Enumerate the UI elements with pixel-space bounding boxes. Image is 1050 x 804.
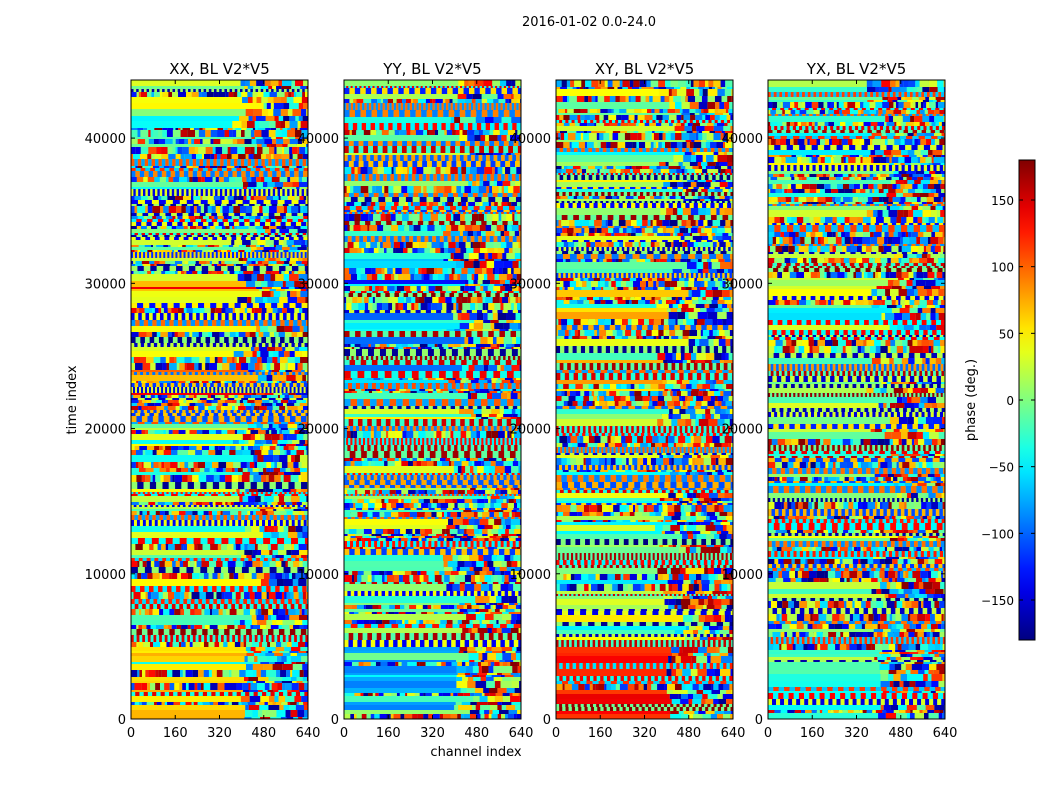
y-tick-label: 30000 — [298, 277, 339, 292]
panel-title: YX, BL V2*V5 — [806, 60, 907, 78]
x-tick-label: 640 — [721, 726, 746, 741]
x-tick-label: 320 — [420, 726, 445, 741]
figure-title: 2016-01-02 0.0-24.0 — [522, 15, 656, 30]
y-tick-label: 10000 — [298, 568, 339, 583]
x-tick-label: 0 — [340, 726, 348, 741]
x-tick-label: 0 — [552, 726, 560, 741]
y-tick-label: 30000 — [722, 277, 763, 292]
y-tick-label: 20000 — [510, 423, 551, 438]
x-tick-label: 480 — [676, 726, 701, 741]
panel-xy: XY, BL V2*V5 0 160 320 480 640 0 10000 20000 3000… — [510, 60, 746, 741]
colorbar-tick-label: 150 — [991, 194, 1014, 208]
x-tick-label: 480 — [251, 726, 276, 741]
colorbar-tick-label: −150 — [981, 594, 1014, 608]
x-tick-label: 0 — [127, 726, 135, 741]
y-tick-label: 40000 — [298, 132, 339, 147]
x-tick-label: 480 — [464, 726, 489, 741]
x-tick-label: 160 — [588, 726, 613, 741]
x-tick-label: 160 — [163, 726, 188, 741]
colorbar: −150 −100 −50 0 50 100 150 phase (deg.) — [964, 160, 1035, 640]
y-axis-label: time index — [65, 365, 80, 434]
x-tick-label: 160 — [800, 726, 825, 741]
y-tick-label: 10000 — [510, 568, 551, 583]
x-axis-label: channel index — [430, 745, 521, 760]
phase-image — [768, 80, 955, 720]
y-tick-label: 20000 — [298, 423, 339, 438]
x-tick-label: 320 — [844, 726, 869, 741]
phase-image — [556, 80, 742, 719]
x-tick-label: 640 — [296, 726, 321, 741]
y-tick-label: 40000 — [722, 132, 763, 147]
panel-title: YY, BL V2*V5 — [382, 60, 481, 78]
panel-yy: YY, BL V2*V5 0 160 320 480 640 0 10000 20000 3000… — [298, 60, 534, 741]
y-tick-label: 0 — [118, 713, 126, 728]
y-tick-label: 20000 — [85, 423, 126, 438]
colorbar-tick-label: 0 — [1006, 394, 1014, 408]
y-tick-label: 40000 — [510, 132, 551, 147]
y-tick-label: 10000 — [85, 568, 126, 583]
phase-image — [344, 80, 529, 720]
panel-xx: XX, BL V2*V5 0 160 320 480 640 0 10000 20000 3000… — [85, 60, 321, 741]
y-tick-label: 0 — [755, 713, 763, 728]
colorbar-label: phase (deg.) — [964, 359, 979, 441]
colorbar-tick-label: 100 — [991, 261, 1014, 275]
panel-yx: YX, BL V2*V5 0 160 320 480 640 0 10000 20000 3000… — [722, 60, 958, 741]
x-tick-label: 640 — [933, 726, 958, 741]
x-tick-label: 640 — [509, 726, 534, 741]
y-tick-label: 30000 — [510, 277, 551, 292]
y-tick-label: 0 — [331, 713, 339, 728]
phase-image — [131, 80, 318, 720]
colorbar-tick-label: −50 — [989, 461, 1014, 475]
y-tick-label: 0 — [543, 713, 551, 728]
x-tick-label: 160 — [376, 726, 401, 741]
y-tick-label: 30000 — [85, 277, 126, 292]
x-tick-label: 320 — [632, 726, 657, 741]
y-tick-label: 40000 — [85, 132, 126, 147]
x-tick-label: 480 — [888, 726, 913, 741]
x-tick-label: 0 — [764, 726, 772, 741]
panel-title: XX, BL V2*V5 — [169, 60, 270, 78]
panel-title: XY, BL V2*V5 — [595, 60, 695, 78]
colorbar-tick-label: −100 — [981, 527, 1014, 541]
y-tick-label: 10000 — [722, 568, 763, 583]
y-tick-label: 20000 — [722, 423, 763, 438]
x-tick-label: 320 — [207, 726, 232, 741]
colorbar-tick-label: 50 — [999, 327, 1014, 341]
